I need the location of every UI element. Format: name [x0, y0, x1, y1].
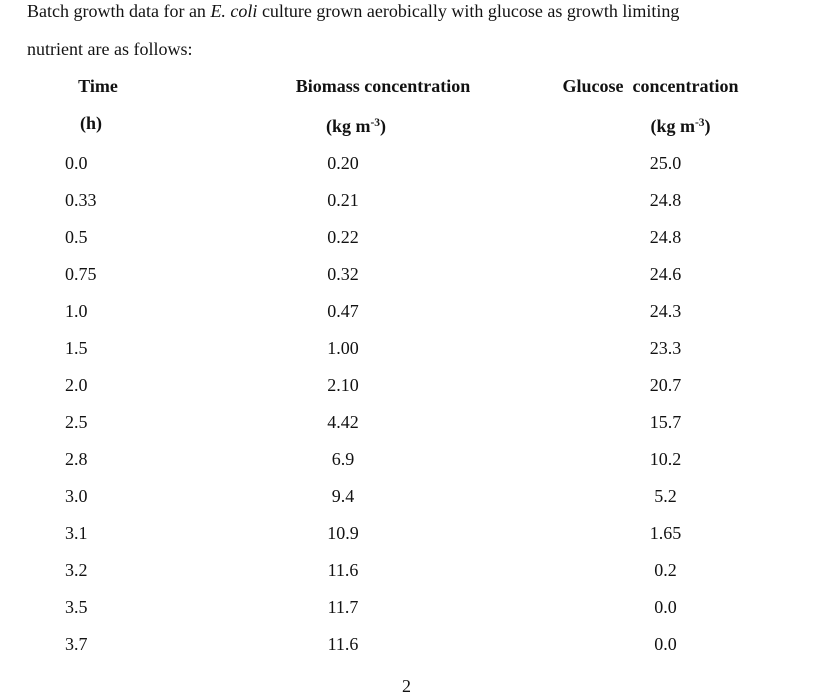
table-row: 1.0 0.47 24.3	[0, 293, 813, 330]
intro-text-segment-pre: Batch growth data for an	[27, 1, 211, 21]
time-cell: 0.0	[65, 153, 88, 173]
table-row: 2.0 2.10 20.7	[0, 367, 813, 404]
time-cell: 0.75	[65, 264, 97, 284]
glucose-cell: 0.0	[654, 634, 677, 654]
biomass-cell: 0.20	[327, 153, 359, 173]
biomass-cell: 11.6	[327, 560, 359, 580]
table-row: 0.33 0.21 24.8	[0, 182, 813, 219]
table-row: 2.5 4.42 15.7	[0, 404, 813, 441]
glucose-cell: 24.6	[649, 264, 682, 284]
time-cell: 1.5	[65, 338, 88, 358]
table-row: 3.1 10.9 1.65	[0, 515, 813, 552]
growth-data-table: Time Biomass concentration Glucose conce…	[0, 68, 813, 663]
time-cell: 1.0	[65, 301, 88, 321]
biomass-cell: 10.9	[327, 523, 359, 543]
glucose-cell: 24.8	[649, 190, 682, 210]
glucose-cell: 23.3	[649, 338, 682, 358]
biomass-cell: 0.47	[327, 301, 359, 321]
glucose-cell: 25.0	[649, 153, 682, 173]
biomass-cell: 9.4	[331, 486, 355, 506]
unit-biomass: (kg m-3)	[326, 116, 386, 136]
time-cell: 3.7	[65, 634, 88, 654]
table-row: 3.0 9.4 5.2	[0, 478, 813, 515]
table-row: 3.5 11.7 0.0	[0, 589, 813, 626]
glucose-cell: 1.65	[649, 523, 682, 543]
biomass-cell: 11.7	[327, 597, 359, 617]
glucose-cell: 15.7	[649, 412, 682, 432]
table-row: 0.5 0.22 24.8	[0, 219, 813, 256]
intro-text-segment-post: culture grown aerobically with glucose a…	[257, 1, 680, 21]
intro-line-2: nutrient are as follows:	[27, 38, 193, 59]
biomass-cell: 2.10	[327, 375, 359, 395]
time-cell: 0.5	[65, 227, 88, 247]
table-row: 0.0 0.20 25.0	[0, 145, 813, 182]
unit-time: (h)	[80, 113, 102, 133]
table-row: 0.75 0.32 24.6	[0, 256, 813, 293]
table-row: 3.7 11.6 0.0	[0, 626, 813, 663]
glucose-cell: 0.2	[654, 560, 677, 580]
time-cell: 3.2	[65, 560, 88, 580]
glucose-cell: 0.0	[654, 597, 677, 617]
table-row: 1.5 1.00 23.3	[0, 330, 813, 367]
biomass-cell: 1.00	[327, 338, 359, 358]
time-cell: 2.5	[65, 412, 88, 432]
species-name-italic: E. coli	[210, 1, 258, 21]
glucose-cell: 5.2	[654, 486, 677, 506]
table-row: 2.8 6.9 10.2	[0, 441, 813, 478]
time-cell: 3.0	[65, 486, 88, 506]
time-cell: 2.0	[65, 375, 88, 395]
time-cell: 3.5	[65, 597, 88, 617]
time-cell: 0.33	[65, 190, 97, 210]
table-header-row-units: (h) (kg m-3) (kg m-3)	[0, 105, 813, 145]
column-header-glucose: Glucose concentration	[562, 76, 739, 96]
unit-text: )	[704, 116, 711, 136]
biomass-cell: 0.22	[327, 227, 359, 247]
biomass-cell: 11.6	[327, 634, 359, 654]
glucose-cell: 10.2	[649, 449, 682, 469]
unit-glucose: (kg m-3)	[650, 116, 710, 136]
glucose-cell: 20.7	[649, 375, 682, 395]
glucose-cell: 24.8	[649, 227, 682, 247]
biomass-cell: 6.9	[331, 449, 355, 469]
biomass-cell: 0.21	[327, 190, 359, 210]
unit-superscript: -3	[370, 117, 381, 129]
glucose-cell: 24.3	[649, 301, 682, 321]
intro-line-1: Batch growth data for an E. coli culture…	[27, 0, 813, 31]
table-header-row-names: Time Biomass concentration Glucose conce…	[0, 68, 813, 105]
column-header-time: Time	[78, 76, 118, 96]
time-cell: 2.8	[65, 449, 88, 469]
table-row: 3.2 11.6 0.2	[0, 552, 813, 589]
unit-text: (kg m	[325, 116, 371, 136]
unit-text: (kg m	[650, 116, 695, 136]
time-cell: 3.1	[65, 523, 88, 543]
unit-superscript: -3	[694, 117, 705, 129]
biomass-cell: 0.32	[327, 264, 359, 284]
column-header-biomass: Biomass concentration	[295, 76, 471, 96]
intro-paragraph: Batch growth data for an E. coli culture…	[0, 0, 813, 68]
biomass-cell: 4.42	[327, 412, 359, 432]
page-number: 2	[402, 676, 411, 696]
unit-text: )	[380, 116, 387, 136]
